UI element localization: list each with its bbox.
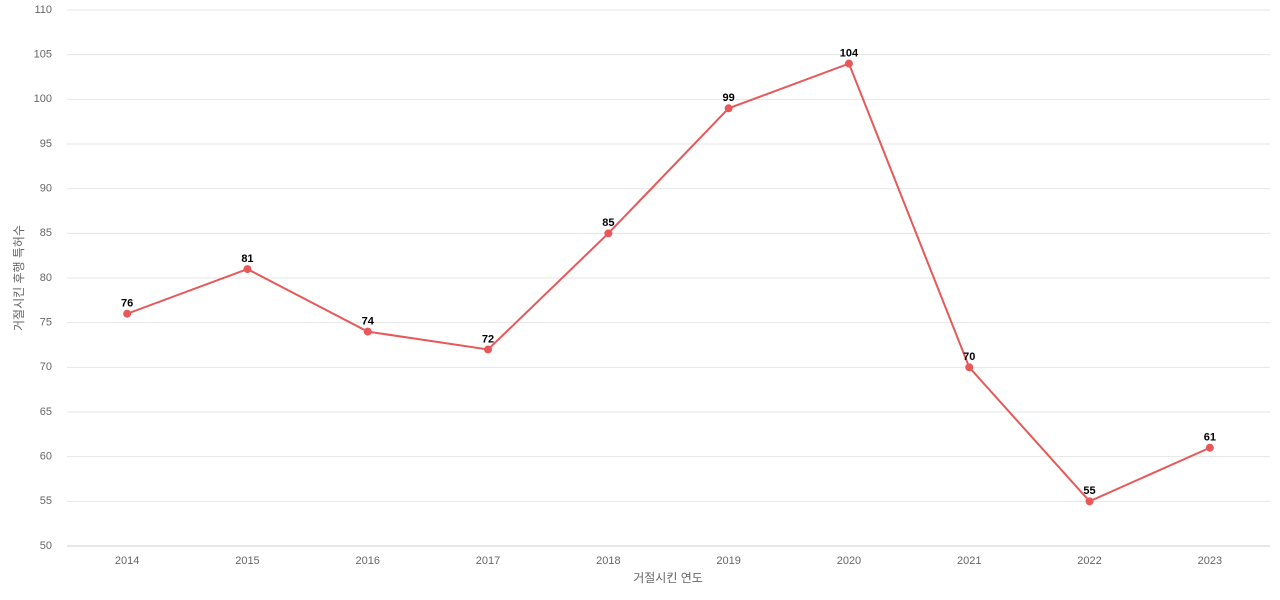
data-point xyxy=(1205,443,1214,452)
data-point xyxy=(1085,497,1094,506)
x-tick-label: 2022 xyxy=(1077,555,1101,567)
data-point xyxy=(604,229,613,238)
data-label: 70 xyxy=(963,351,975,363)
x-tick-label: 2020 xyxy=(837,555,861,567)
data-label: 104 xyxy=(840,48,859,60)
y-tick-label: 75 xyxy=(40,317,52,329)
x-tick-label: 2017 xyxy=(476,555,500,567)
y-tick-label: 60 xyxy=(40,451,52,463)
x-tick-label: 2014 xyxy=(115,555,139,567)
data-point xyxy=(123,309,132,318)
y-tick-label: 50 xyxy=(40,540,52,552)
data-point xyxy=(965,363,974,372)
y-tick-label: 70 xyxy=(40,361,52,373)
y-tick-label: 100 xyxy=(34,93,52,105)
data-point xyxy=(724,104,733,113)
x-tick-label: 2016 xyxy=(356,555,380,567)
data-label: 55 xyxy=(1083,485,1095,497)
y-tick-label: 80 xyxy=(40,272,52,284)
x-tick-label: 2023 xyxy=(1198,555,1222,567)
data-label: 99 xyxy=(723,92,735,104)
data-point xyxy=(844,59,853,68)
x-tick-label: 2019 xyxy=(716,555,740,567)
y-axis-title: 거절시킨 후행 특허수 xyxy=(11,225,26,331)
y-tick-label: 110 xyxy=(34,4,52,16)
y-tick-label: 85 xyxy=(40,227,52,239)
data-label: 61 xyxy=(1204,432,1216,444)
y-tick-label: 55 xyxy=(40,495,52,507)
data-line xyxy=(126,62,1211,503)
data-label: 76 xyxy=(121,298,133,310)
y-tick-label: 65 xyxy=(40,406,52,418)
data-point xyxy=(363,327,372,336)
x-tick-label: 2018 xyxy=(596,555,620,567)
x-tick-label: 2015 xyxy=(235,555,259,567)
x-axis-title: 거절시킨 연도 xyxy=(633,571,703,585)
data-label: 85 xyxy=(602,217,614,229)
data-label: 81 xyxy=(241,253,253,265)
data-label: 72 xyxy=(482,333,494,345)
data-label: 74 xyxy=(362,316,375,328)
y-tick-label: 105 xyxy=(34,49,52,61)
x-tick-label: 2021 xyxy=(957,555,981,567)
y-tick-label: 90 xyxy=(40,183,52,195)
data-point xyxy=(243,265,252,274)
y-tick-label: 95 xyxy=(40,138,52,150)
data-point xyxy=(484,345,493,354)
